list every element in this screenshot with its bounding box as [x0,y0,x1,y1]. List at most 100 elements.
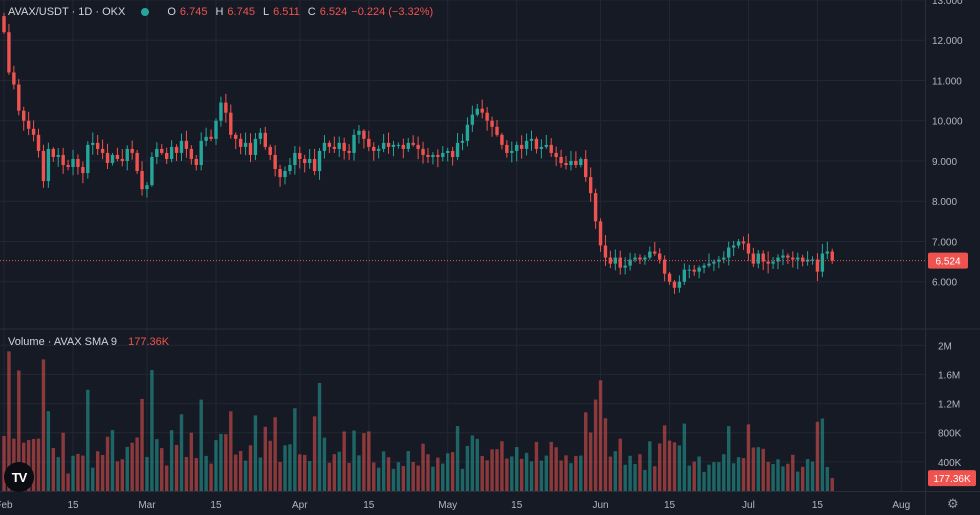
volume-bar [327,462,332,491]
volume-bar [820,418,825,491]
candle-body [169,146,174,159]
candle-body [189,148,194,159]
candle [41,144,46,188]
candle [510,141,514,163]
candle [815,253,820,282]
candle [519,135,524,159]
candle-body [234,134,238,139]
candle-body [579,158,583,166]
volume-bar [120,459,125,491]
candle-body [736,241,741,246]
candle-body [263,132,267,147]
volume-bar [17,370,21,491]
candle-body [36,134,41,151]
last-volume-badge-bg [928,470,976,487]
candle [273,145,277,177]
candle-body [125,148,129,161]
candle [169,140,174,163]
volume-bar [125,446,129,491]
candle [115,147,120,162]
time-tick-label: May [438,500,457,511]
volume-bar [776,459,780,491]
candle [731,240,736,256]
candle-body [460,140,465,143]
candle-body [243,142,248,147]
time-tick-label: 15 [363,500,375,511]
volume-bar [381,451,386,491]
volume-sma-label: SMA 9 [84,336,118,348]
candle-body [569,160,573,166]
candle-body [485,112,489,121]
candle-body [372,146,376,151]
candle [238,133,243,155]
candle [662,255,667,282]
candle-body [130,148,134,153]
candle-body [633,257,637,260]
symbol-label[interactable]: AVAX/USDT · 1D · OKX [8,6,126,18]
volume-bar [150,370,154,491]
candle [204,127,208,147]
candle [608,250,613,269]
candle-body [253,138,258,155]
candle-body [648,251,652,258]
candle-body [110,154,115,163]
candle [22,106,26,131]
candle-body [687,269,691,271]
candle-body [115,154,120,159]
candle-body [510,150,514,153]
candle-body [367,138,371,147]
tradingview-logo-icon[interactable]: TV [4,462,34,492]
volume-label[interactable]: Volume · AVAX [8,336,82,348]
candle [367,130,371,152]
volume-bar [283,445,287,491]
candle [332,136,337,153]
gear-icon[interactable]: ⚙ [947,496,959,511]
time-tick-label: 15 [511,500,523,511]
candle-body [830,251,834,261]
volume-bar [66,473,70,491]
candle-body [465,124,470,141]
volume-axis: 400K 800K 1.2M 1.6M 2M [938,341,962,469]
candle-body [450,150,455,157]
last-volume-badge: 177.36K [928,470,976,487]
volume-bar [234,454,238,491]
candle-body [71,158,75,168]
candle-body [2,16,6,33]
candle-body [283,171,287,178]
volume-bar [579,455,583,491]
candle-body [554,152,558,157]
candle [31,120,36,142]
candle [278,164,282,187]
volume-bar [312,416,317,491]
volume-tick-label: 1.6M [938,370,960,381]
volume-bar [110,430,115,491]
candle [357,125,361,144]
volume-bar [243,460,248,491]
candle-body [618,257,622,268]
volume-bar [830,478,834,491]
volume-bar [485,460,489,491]
candle-body [643,257,647,260]
volume-bar [500,441,504,491]
candle-body [815,259,820,272]
volume-bar [628,455,632,491]
candle [569,150,573,171]
candle-body [524,140,529,149]
volume-bar [169,430,174,491]
volume-tick-label: 1.2M [938,400,960,411]
candle-body [155,148,159,157]
candle [465,117,470,147]
volume-bar [746,424,751,491]
volume-bar [672,442,677,491]
candle-body [91,142,95,145]
volume-bar [386,457,391,491]
candle-body [682,269,687,282]
candle [253,132,258,161]
volume-bar [224,434,228,491]
candle-body [480,108,484,113]
volume-bar [352,430,356,491]
candle-body [347,150,351,153]
candle-body [584,158,588,178]
volume-bar [209,463,213,491]
